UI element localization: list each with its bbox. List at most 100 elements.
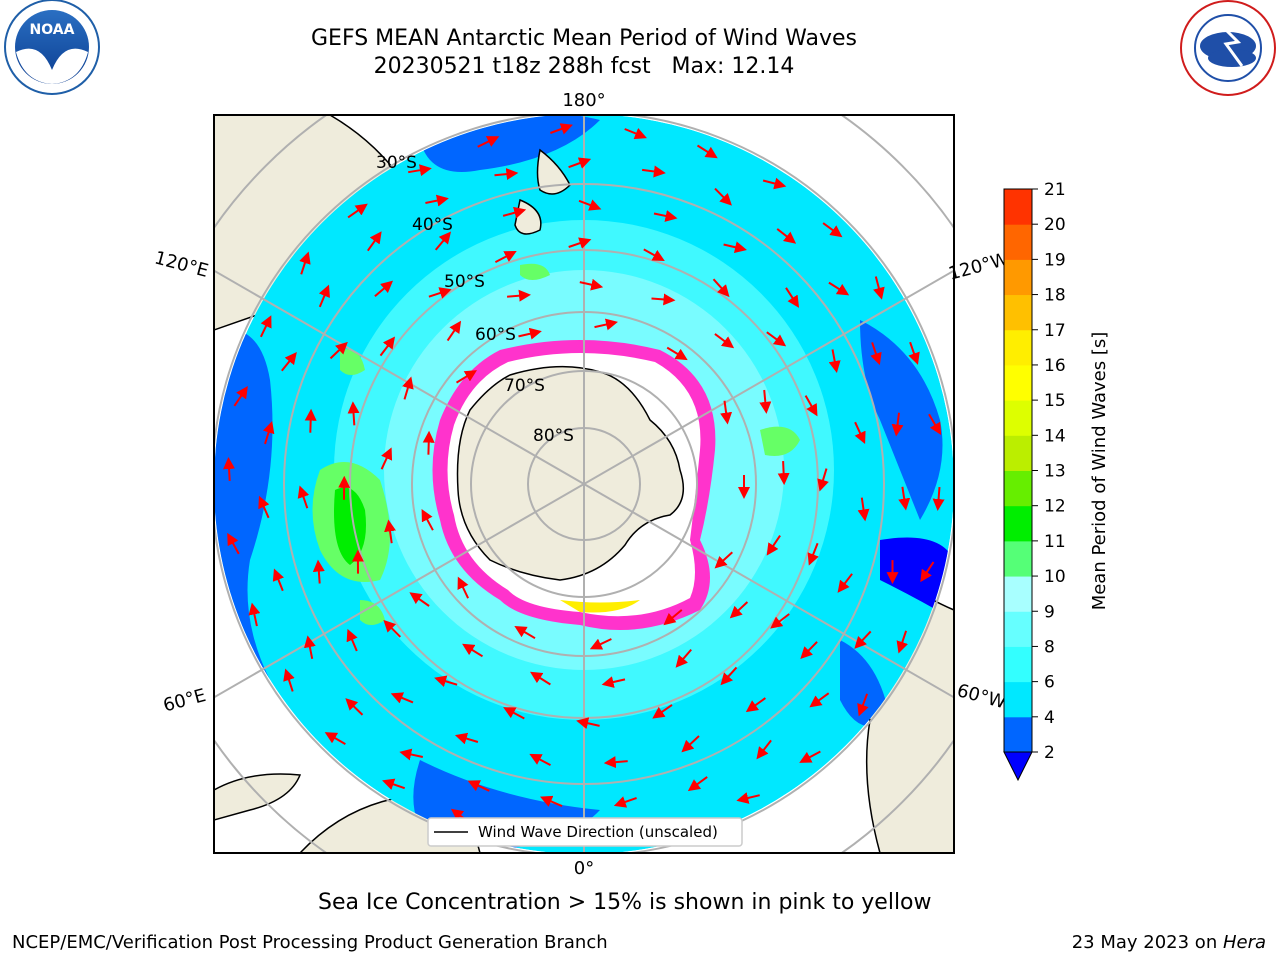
wind-wave-arrow (712, 278, 730, 298)
wind-wave-arrow (299, 251, 311, 275)
colorbar-segment (1004, 716, 1032, 753)
wind-wave-arrow (568, 237, 592, 249)
lon-label-120e: 120°E (152, 247, 210, 281)
wind-wave-arrow (454, 732, 479, 745)
colorbar-tick-label: 9 (1044, 602, 1055, 622)
wind-wave-arrow (766, 331, 787, 347)
wind-wave-arrow (346, 628, 358, 652)
wind-wave-arrow (641, 165, 666, 178)
wind-wave-arrow (258, 495, 270, 519)
wind-wave-arrow (428, 287, 452, 299)
colorbar-tick-label: 4 (1044, 708, 1055, 728)
wind-wave-arrow (589, 638, 612, 650)
wind-wave-arrow (550, 123, 573, 135)
colorbar-segment (1004, 259, 1032, 296)
wind-wave-arrow (714, 333, 735, 349)
footer-date: 23 May 2023 on Hera (1072, 932, 1266, 953)
wind-wave-arrow (380, 447, 393, 470)
colorbar-tick-label: 19 (1044, 250, 1066, 270)
wind-wave-arrow (762, 177, 787, 190)
wind-wave-arrow (568, 157, 592, 169)
nws-logo (1180, 0, 1276, 96)
wind-wave-arrow (457, 576, 470, 599)
wind-wave-arrow (227, 532, 240, 555)
footer-credit: NCEP/EMC/Verification Post Processing Pr… (12, 932, 608, 953)
wind-wave-arrow (502, 206, 527, 219)
wind-wave-arrow (425, 194, 449, 207)
colorbar-tick-label: 11 (1044, 532, 1066, 552)
wind-wave-arrow (503, 707, 525, 720)
colorbar-segment (1004, 540, 1032, 577)
wind-wave-arrow (318, 284, 330, 308)
colorbar-segment (1004, 611, 1032, 647)
lat-label-40s: 40°S (412, 215, 453, 235)
wind-wave-arrow (822, 222, 843, 238)
wind-wave-arrow (262, 420, 275, 445)
wind-wave-arrow (736, 792, 760, 804)
noaa-logo-text: NOAA (30, 22, 75, 38)
colorbar-tick-label: 13 (1044, 462, 1066, 482)
wind-wave-arrow (817, 468, 829, 492)
colorbar-segment (1004, 224, 1032, 260)
wind-wave-arrow (494, 168, 519, 181)
wind-wave-arrow (530, 671, 551, 686)
lat-label-50s: 50°S (444, 272, 485, 292)
wind-wave-arrow (776, 228, 797, 244)
map-frame (213, 114, 955, 854)
colorbar-tick-label: 15 (1044, 391, 1066, 411)
wind-wave-arrow (870, 342, 882, 366)
wind-wave-arrow (374, 280, 394, 298)
wind-wave-arrow (304, 408, 317, 433)
colorbar-segment (1004, 505, 1032, 542)
lat-label-70s: 70°S (504, 376, 545, 396)
wind-wave-arrow (687, 776, 708, 792)
colorbar-tick-label: 8 (1044, 637, 1055, 657)
wind-wave-arrow (652, 704, 673, 719)
colorbar-tick-label: 21 (1044, 180, 1066, 200)
new-zealand-land (536, 148, 571, 195)
wind-wave-arrow (347, 401, 360, 426)
wind-wave-arrow (579, 278, 604, 291)
wind-wave-arrow (603, 756, 628, 769)
lon-label-60w: 60°W (955, 680, 1009, 713)
colorbar-tick-label: 2 (1044, 743, 1055, 763)
colorbar-segment (1004, 681, 1032, 718)
wind-wave-arrow (613, 796, 637, 808)
wind-wave-arrow (854, 630, 872, 649)
map-legend: Wind Wave Direction (unscaled) (427, 817, 743, 847)
wind-wave-arrow (651, 293, 676, 306)
colorbar-segment (1004, 294, 1032, 331)
footer-date-prefix: 23 May 2023 on (1071, 932, 1223, 953)
wind-wave-arrow (720, 666, 738, 686)
wind-wave-arrow (312, 559, 325, 584)
lon-label-60e: 60°E (161, 685, 208, 716)
wind-wave-arrow (576, 717, 600, 730)
wind-wave-arrow (384, 519, 396, 544)
wind-wave-arrow (514, 625, 536, 640)
wind-wave-arrow (390, 692, 414, 704)
wind-wave-arrow (409, 592, 430, 607)
wind-wave-arrow (462, 643, 484, 658)
colorbar-tick-label: 6 (1044, 673, 1055, 693)
wind-wave-arrow (756, 739, 772, 760)
wind-wave-arrow (828, 349, 841, 373)
wind-wave-arrow (455, 370, 478, 384)
wind-wave-arrow (766, 535, 781, 556)
wind-wave-arrow (837, 573, 853, 593)
wind-wave-arrow (745, 697, 766, 713)
wind-wave-arrow (601, 676, 626, 688)
wind-wave-arrow (434, 231, 452, 251)
wind-wave-arrow (653, 210, 678, 222)
wind-wave-arrow (382, 778, 406, 790)
wind-wave-arrow (494, 251, 517, 263)
wind-wave-arrow (259, 315, 272, 338)
colorbar: 2 4 6 8 9 10 11 12 13 14 15 16 17 18 19 20 21 (1003, 180, 1066, 782)
wind-wave-arrow (422, 430, 435, 455)
wind-wave-arrow (446, 320, 462, 342)
wind-wave-arrow (714, 551, 733, 569)
wind-wave-arrow (723, 241, 747, 254)
wind-wave-arrow (283, 668, 295, 692)
wind-wave-arrow (898, 486, 911, 511)
wind-wave-arrow (807, 542, 819, 566)
